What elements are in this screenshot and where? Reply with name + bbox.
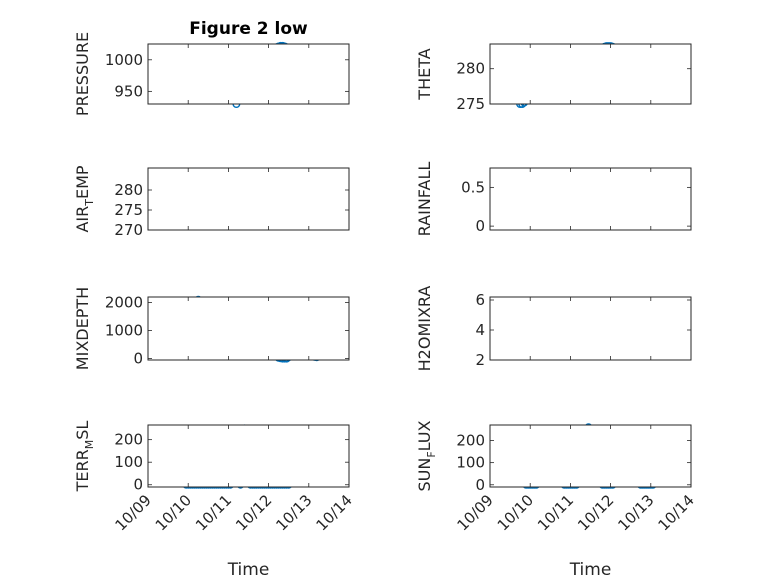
axes-frame — [489, 424, 692, 488]
subplot-air_temp: 270 275 280 AIRTEMP — [73, 165, 350, 239]
subplot-pressure: 950 1000 Figure 2 low PRESSURE — [73, 19, 350, 116]
y-tick-label: 280 — [456, 60, 485, 78]
subplot-theta: 275 280 THETA — [415, 42, 692, 113]
x-axis-label: Time — [569, 560, 612, 580]
subplot-h2omixra: 2 4 6 H2OMIXRA — [415, 286, 692, 372]
chart-title: Figure 2 low — [189, 19, 308, 39]
y-tick-label: 100 — [114, 453, 143, 471]
y-axis-label: RAINFALL — [415, 162, 434, 237]
y-tick-label: 1000 — [105, 322, 143, 340]
y-tick-label: 100 — [456, 454, 485, 472]
axes-frame — [147, 424, 350, 488]
x-axis-label: Time — [227, 560, 270, 580]
y-axis-label: THETA — [415, 48, 434, 100]
y-tick-label: 0 — [475, 476, 485, 494]
y-tick-label: 200 — [456, 432, 485, 450]
subplot-rainfall: 0 0.5 RAINFALL — [415, 162, 692, 237]
y-tick-label: 0.5 — [461, 178, 485, 196]
axes-frame — [147, 167, 350, 231]
axes-frame — [147, 296, 350, 361]
subplot-mixdepth: 0 1000 2000 MIXDEPTH — [73, 287, 350, 370]
y-axis-label: TERRMSL — [73, 421, 96, 493]
y-tick-label: 0 — [133, 350, 143, 368]
y-axis-label: H2OMIXRA — [415, 286, 434, 372]
y-tick-label: 280 — [114, 181, 143, 199]
y-tick-label: 2 — [475, 351, 485, 369]
y-tick-label: 0 — [475, 217, 485, 235]
y-axis-label: AIRTEMP — [73, 165, 96, 232]
axes-frame — [147, 43, 350, 105]
y-axis-label: SUNFLUX — [415, 420, 438, 491]
axes-frame — [489, 43, 692, 105]
y-tick-label: 2000 — [105, 294, 143, 312]
axes-frame — [489, 296, 692, 361]
y-tick-label: 0 — [133, 476, 143, 494]
y-tick-label: 275 — [456, 95, 485, 113]
axes-frame — [489, 167, 692, 231]
y-axis-label: PRESSURE — [73, 32, 92, 116]
y-tick-label: 6 — [475, 291, 485, 309]
y-axis-label: MIXDEPTH — [73, 287, 92, 370]
y-tick-label: 270 — [114, 221, 143, 239]
y-tick-label: 950 — [114, 82, 143, 100]
y-tick-label: 1000 — [105, 51, 143, 69]
y-tick-label: 4 — [475, 321, 485, 339]
y-tick-label: 200 — [114, 431, 143, 449]
y-tick-label: 275 — [114, 201, 143, 219]
